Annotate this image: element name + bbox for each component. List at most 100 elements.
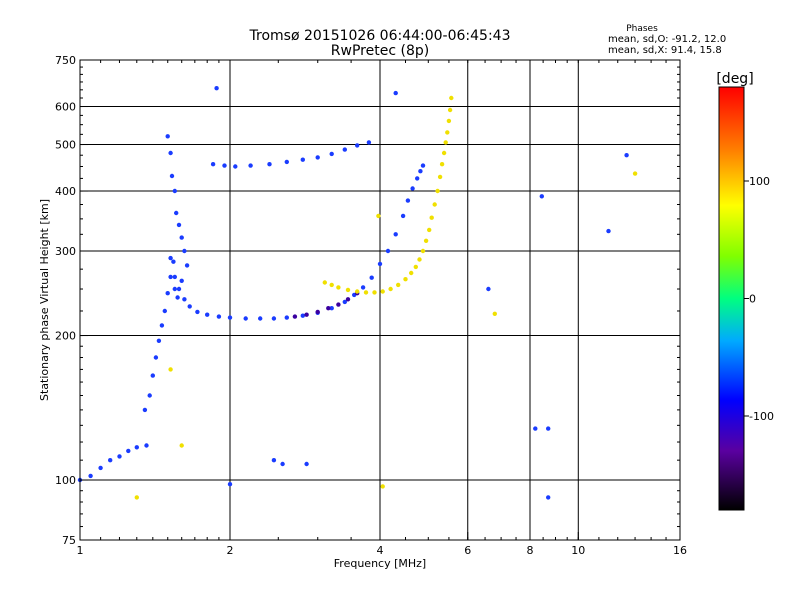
data-point [423, 238, 429, 243]
data-point [195, 309, 200, 315]
data-point [360, 285, 366, 290]
data-point [168, 150, 173, 156]
data-point [342, 147, 347, 152]
colorbar-label: [deg] [716, 71, 753, 87]
data-point [417, 257, 422, 262]
data-point [144, 443, 149, 448]
data-point [405, 198, 411, 203]
data-point [162, 308, 167, 314]
data-point [175, 295, 180, 300]
x-tick-label: 1 [77, 544, 84, 557]
y-tick-label: 300 [55, 245, 76, 258]
colorbar-tick-label: 100 [749, 175, 770, 188]
x-tick-label: 16 [673, 544, 687, 557]
data-point [409, 270, 414, 276]
data-point [187, 304, 192, 309]
data-point [227, 315, 233, 320]
data-point [182, 297, 187, 302]
data-point [376, 213, 381, 219]
data-point [153, 355, 159, 360]
data-point [447, 107, 453, 113]
data-point [172, 188, 177, 194]
y-tick-label: 75 [62, 534, 76, 547]
data-point [336, 285, 341, 290]
data-point [546, 426, 551, 431]
data-point [156, 338, 162, 343]
data-point [179, 278, 184, 283]
data-point [172, 286, 177, 292]
data-point [216, 314, 222, 319]
axis-ticks: 1 2 4 6 8 10 16 75 100 200 300 400 500 600 750 [55, 54, 687, 557]
data-point [380, 289, 385, 294]
data-point [363, 290, 369, 295]
data-point [300, 313, 305, 318]
data-point [415, 176, 420, 181]
y-tick-label: 100 [55, 474, 76, 487]
data-point [393, 232, 398, 237]
x-tick-label: 10 [571, 544, 585, 557]
chart-title: Tromsø 20151026 06:44:00-06:45:43 [249, 28, 511, 44]
data-point [443, 140, 448, 145]
data-point [179, 443, 184, 448]
y-tick-label: 750 [55, 54, 76, 67]
data-point [342, 299, 347, 305]
x-tick-label: 6 [464, 544, 471, 557]
data-point [418, 169, 423, 174]
data-point [222, 163, 227, 168]
y-tick-label: 600 [55, 101, 76, 114]
data-point [174, 210, 179, 216]
data-point [248, 163, 253, 168]
data-point [267, 162, 272, 167]
data-point [403, 277, 408, 282]
data-point [486, 286, 491, 292]
data-point [284, 159, 289, 165]
data-point [165, 134, 170, 139]
y-tick-label: 500 [55, 139, 76, 152]
data-point [280, 461, 285, 467]
data-point [432, 202, 437, 207]
data-point [329, 282, 334, 288]
data-point [271, 316, 277, 321]
data-point [345, 297, 351, 302]
data-point [329, 151, 334, 157]
y-tick-label: 400 [55, 185, 76, 198]
data-point [233, 164, 238, 169]
data-point [304, 312, 309, 317]
data-point [171, 259, 176, 264]
data-point [441, 150, 447, 156]
data-point [355, 289, 360, 294]
data-point [168, 367, 173, 372]
data-point [380, 484, 385, 489]
data-point [372, 290, 377, 295]
data-point [439, 162, 445, 167]
data-point [134, 495, 139, 500]
data-point [427, 227, 432, 233]
data-point [292, 314, 298, 319]
grid-lines [80, 60, 680, 540]
data-point [413, 264, 418, 270]
data-point [126, 448, 131, 454]
data-point [539, 194, 544, 199]
data-point [400, 213, 406, 219]
data-point [142, 407, 148, 413]
data-point [243, 316, 248, 321]
data-point [184, 263, 190, 268]
data-point [315, 309, 320, 315]
data-point [632, 171, 638, 176]
data-point [88, 473, 93, 479]
data-point [396, 282, 401, 288]
data-point [366, 140, 372, 145]
data-point [410, 186, 415, 191]
data-point [393, 90, 398, 96]
data-point [355, 143, 360, 148]
data-point [345, 287, 351, 293]
data-point [449, 95, 454, 101]
data-point [172, 274, 177, 280]
data-point [117, 454, 122, 459]
colorbar-tick-label: -100 [749, 410, 774, 423]
data-point [176, 286, 182, 292]
data-point [388, 286, 393, 292]
phase-stats-x: mean, sd,X: 91.4, 15.8 [608, 45, 722, 56]
phase-stats-title: Phases [626, 24, 658, 34]
